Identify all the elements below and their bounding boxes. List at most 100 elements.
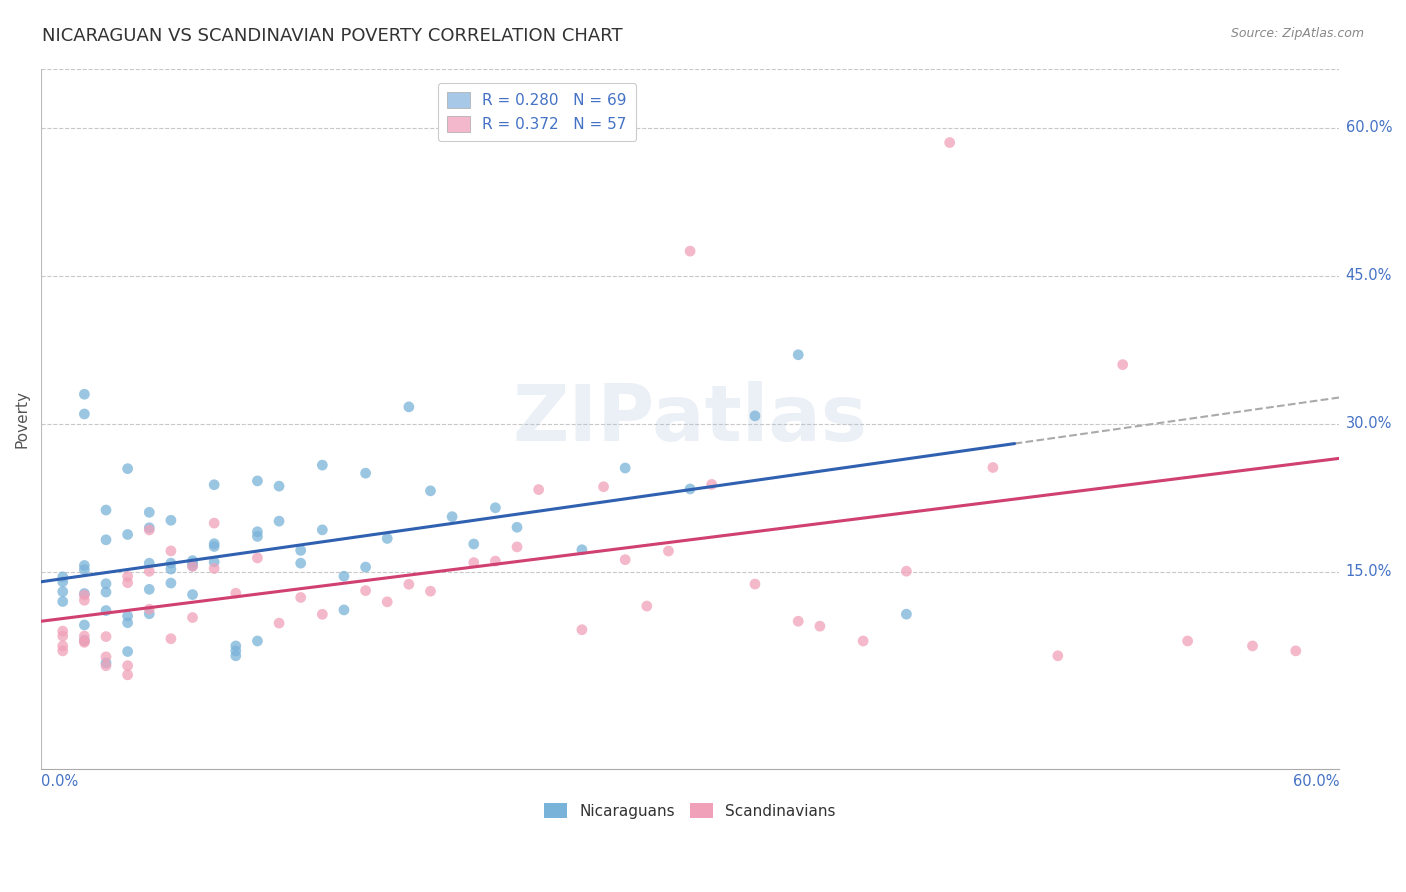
Point <box>52 639 75 653</box>
Point <box>1177 634 1199 648</box>
Point <box>354 560 377 574</box>
Point <box>484 500 506 515</box>
Point <box>94 585 117 599</box>
Point <box>160 513 183 527</box>
Point <box>290 591 312 605</box>
Point <box>73 634 96 648</box>
Point <box>117 609 139 624</box>
Point <box>225 586 247 600</box>
Point <box>117 527 139 541</box>
Point <box>73 586 96 600</box>
Point <box>267 479 290 493</box>
Point <box>138 556 160 570</box>
Point <box>290 556 312 570</box>
Point <box>398 577 420 591</box>
Point <box>73 563 96 577</box>
Point <box>138 582 160 597</box>
Point <box>73 558 96 573</box>
Point <box>138 505 160 519</box>
Point <box>117 644 139 658</box>
Point <box>181 553 204 567</box>
Point <box>73 588 96 602</box>
Text: 45.0%: 45.0% <box>1346 268 1392 284</box>
Point <box>94 658 117 673</box>
Point <box>506 520 529 534</box>
Point <box>181 558 204 573</box>
Point <box>94 503 117 517</box>
Point <box>592 480 614 494</box>
Point <box>1046 648 1069 663</box>
Point <box>73 407 96 421</box>
Point <box>311 523 333 537</box>
Point <box>398 400 420 414</box>
Point <box>73 593 96 607</box>
Point <box>73 633 96 648</box>
Point <box>463 537 485 551</box>
Point <box>94 576 117 591</box>
Point <box>94 649 117 664</box>
Point <box>787 614 810 628</box>
Point <box>1241 639 1264 653</box>
Point <box>181 556 204 570</box>
Point <box>571 623 593 637</box>
Point <box>463 556 485 570</box>
Point <box>852 634 875 648</box>
Point <box>246 524 269 539</box>
Point <box>354 466 377 480</box>
Point <box>202 516 225 530</box>
Point <box>679 244 702 259</box>
Point <box>160 562 183 576</box>
Point <box>52 629 75 643</box>
Point <box>202 561 225 575</box>
Point <box>225 639 247 653</box>
Point <box>614 552 637 566</box>
Point <box>73 387 96 401</box>
Point <box>160 544 183 558</box>
Point <box>138 602 160 616</box>
Point <box>138 521 160 535</box>
Point <box>138 523 160 537</box>
Point <box>614 461 637 475</box>
Point <box>311 607 333 622</box>
Point <box>117 461 139 475</box>
Point <box>52 624 75 639</box>
Legend: Nicaraguans, Scandinavians: Nicaraguans, Scandinavians <box>538 797 842 825</box>
Point <box>117 615 139 630</box>
Point <box>225 648 247 663</box>
Point <box>441 509 464 524</box>
Point <box>73 629 96 643</box>
Text: 0.0%: 0.0% <box>41 774 79 789</box>
Point <box>117 668 139 682</box>
Point <box>700 477 723 491</box>
Point <box>527 483 550 497</box>
Point <box>484 554 506 568</box>
Point <box>419 584 441 599</box>
Point <box>938 136 960 150</box>
Point <box>181 610 204 624</box>
Point <box>246 551 269 566</box>
Point <box>117 658 139 673</box>
Point <box>246 474 269 488</box>
Text: 15.0%: 15.0% <box>1346 565 1392 580</box>
Point <box>267 514 290 528</box>
Point <box>52 574 75 589</box>
Point <box>52 594 75 608</box>
Point <box>375 532 398 546</box>
Point <box>571 542 593 557</box>
Point <box>896 607 918 622</box>
Point <box>808 619 831 633</box>
Point <box>181 588 204 602</box>
Text: 60.0%: 60.0% <box>1346 120 1392 136</box>
Point <box>981 460 1004 475</box>
Point <box>117 569 139 583</box>
Point <box>419 483 441 498</box>
Point <box>202 477 225 491</box>
Point <box>138 607 160 621</box>
Point <box>94 630 117 644</box>
Text: Source: ZipAtlas.com: Source: ZipAtlas.com <box>1230 27 1364 40</box>
Point <box>225 644 247 658</box>
Point <box>246 634 269 648</box>
Point <box>636 599 658 613</box>
Point <box>52 584 75 599</box>
Point <box>160 576 183 591</box>
